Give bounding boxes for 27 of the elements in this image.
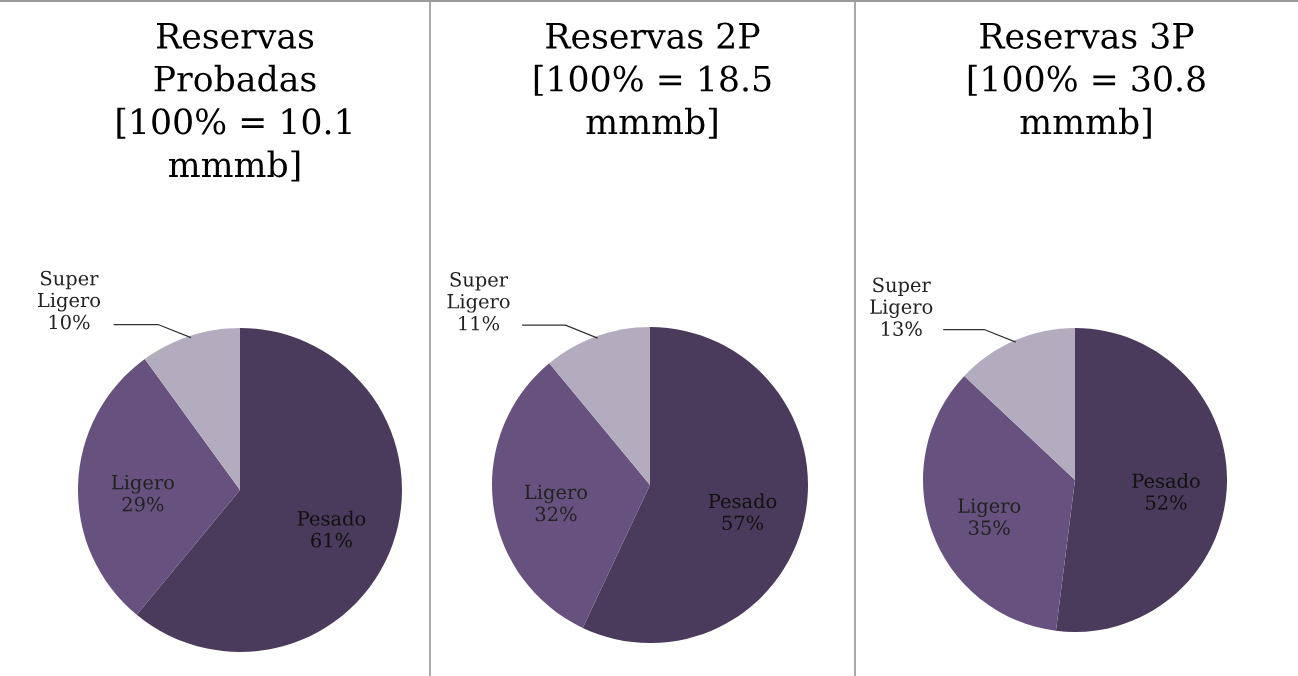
- data-label: 52%: [1146, 495, 1187, 510]
- slice-label: Ligero: [958, 498, 1021, 518]
- data-label: 35%: [969, 520, 1010, 536]
- data-label: 61%: [311, 532, 352, 548]
- data-label: 57%: [722, 515, 764, 531]
- data-label: 10%: [49, 314, 90, 330]
- data-label: 29%: [122, 496, 164, 512]
- slice-label: Pesado: [1132, 473, 1200, 489]
- chart-title: Reservas 2P [100% = 18.5 mmmb]: [534, 22, 771, 139]
- data-label: 13%: [882, 321, 922, 337]
- pie-slice: [964, 328, 1075, 480]
- pie-slice: [923, 375, 1075, 631]
- data-label: 11%: [459, 315, 500, 331]
- pie-slice: [78, 358, 240, 615]
- pie-slice: [549, 327, 650, 485]
- slice-label: Ligero: [111, 474, 174, 494]
- slice-label: Ligero: [524, 484, 588, 504]
- slice-label: Pesado: [708, 493, 777, 509]
- slice-label: Pesado: [297, 510, 366, 526]
- chart-title: Reservas Probadas [100% = 10.1 mmmb]: [117, 23, 351, 182]
- slice-label: Super Ligero: [447, 272, 510, 313]
- slice-label: Super Ligero: [37, 270, 100, 312]
- pie-slice: [1055, 328, 1227, 632]
- data-label: 32%: [535, 506, 577, 522]
- slice-label: Super Ligero: [870, 277, 933, 318]
- chart-title: Reservas 3P [100% = 30.8 mmmb]: [968, 22, 1205, 139]
- pie-slice: [492, 363, 650, 628]
